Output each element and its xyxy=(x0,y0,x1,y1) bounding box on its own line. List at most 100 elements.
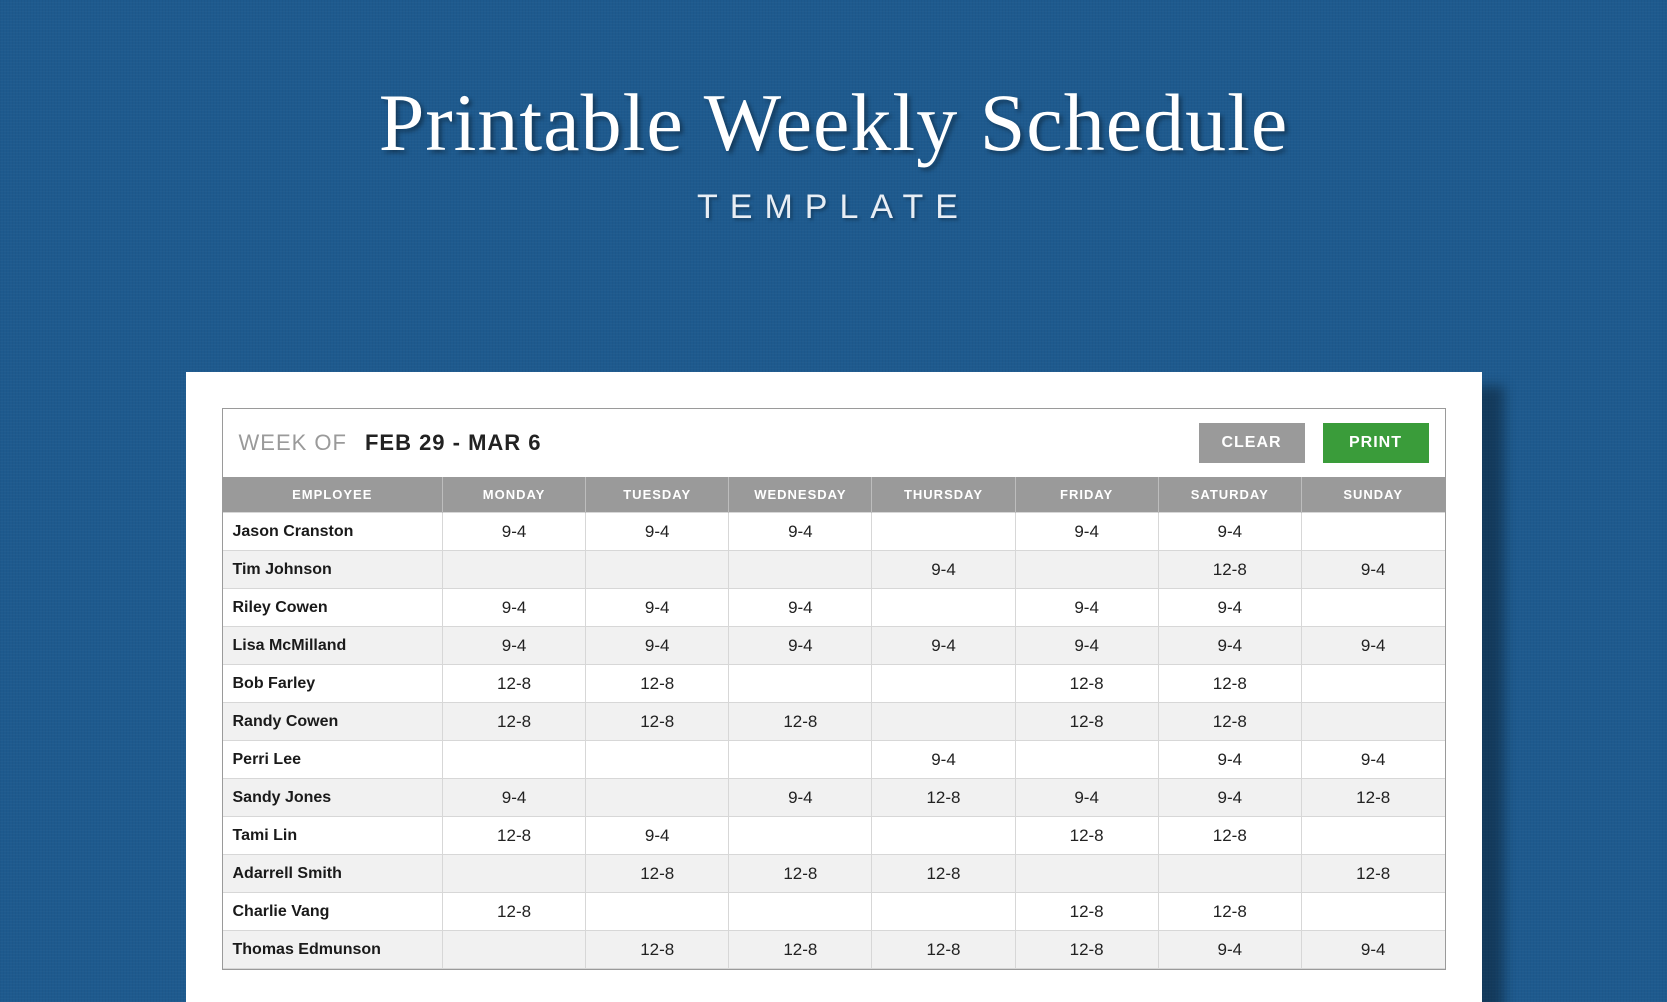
shift-cell xyxy=(1301,589,1444,627)
shift-cell xyxy=(872,665,1015,703)
table-row: Perri Lee9-49-49-4 xyxy=(223,741,1445,779)
col-wednesday: WEDNESDAY xyxy=(729,477,872,513)
shift-cell: 9-4 xyxy=(1301,931,1444,969)
table-row: Thomas Edmunson12-812-812-812-89-49-4 xyxy=(223,931,1445,969)
shift-cell: 12-8 xyxy=(1158,703,1301,741)
shift-cell xyxy=(443,855,586,893)
col-sunday: SUNDAY xyxy=(1301,477,1444,513)
employee-name: Randy Cowen xyxy=(223,703,443,741)
shift-cell: 12-8 xyxy=(872,855,1015,893)
table-row: Tim Johnson9-412-89-4 xyxy=(223,551,1445,589)
shift-cell xyxy=(729,665,872,703)
shift-cell: 9-4 xyxy=(729,779,872,817)
employee-name: Thomas Edmunson xyxy=(223,931,443,969)
shift-cell: 9-4 xyxy=(586,589,729,627)
shift-cell: 12-8 xyxy=(729,931,872,969)
print-button[interactable]: PRINT xyxy=(1323,423,1429,463)
col-thursday: THURSDAY xyxy=(872,477,1015,513)
shift-cell: 9-4 xyxy=(1301,551,1444,589)
table-row: Charlie Vang12-812-812-8 xyxy=(223,893,1445,931)
employee-name: Bob Farley xyxy=(223,665,443,703)
shift-cell: 9-4 xyxy=(443,627,586,665)
table-header-row: EMPLOYEE MONDAY TUESDAY WEDNESDAY THURSD… xyxy=(223,477,1445,513)
col-tuesday: TUESDAY xyxy=(586,477,729,513)
week-range: FEB 29 - MAR 6 xyxy=(365,430,542,456)
table-body: Jason Cranston9-49-49-49-49-4Tim Johnson… xyxy=(223,513,1445,969)
employee-name: Sandy Jones xyxy=(223,779,443,817)
shift-cell: 12-8 xyxy=(1015,893,1158,931)
shift-cell xyxy=(586,779,729,817)
shift-cell: 12-8 xyxy=(872,779,1015,817)
shift-cell xyxy=(586,551,729,589)
table-header: EMPLOYEE MONDAY TUESDAY WEDNESDAY THURSD… xyxy=(223,477,1445,513)
shift-cell xyxy=(1015,741,1158,779)
shift-cell: 9-4 xyxy=(729,513,872,551)
shift-cell: 12-8 xyxy=(729,855,872,893)
shift-cell: 9-4 xyxy=(586,627,729,665)
col-saturday: SATURDAY xyxy=(1158,477,1301,513)
table-row: Riley Cowen9-49-49-49-49-4 xyxy=(223,589,1445,627)
shift-cell: 9-4 xyxy=(443,779,586,817)
shift-cell: 9-4 xyxy=(729,589,872,627)
shift-cell: 9-4 xyxy=(729,627,872,665)
shift-cell xyxy=(872,817,1015,855)
shift-cell xyxy=(1158,855,1301,893)
shift-cell xyxy=(872,589,1015,627)
shift-cell: 12-8 xyxy=(1015,665,1158,703)
sheet-container: WEEK OF FEB 29 - MAR 6 CLEAR PRINT EMPLO… xyxy=(186,372,1482,1002)
shift-cell: 12-8 xyxy=(586,703,729,741)
hero-banner: Printable Weekly Schedule TEMPLATE xyxy=(0,0,1667,227)
shift-cell: 9-4 xyxy=(586,513,729,551)
shift-cell xyxy=(872,703,1015,741)
shift-cell xyxy=(443,931,586,969)
table-row: Randy Cowen12-812-812-812-812-8 xyxy=(223,703,1445,741)
table-row: Jason Cranston9-49-49-49-49-4 xyxy=(223,513,1445,551)
shift-cell: 12-8 xyxy=(1015,931,1158,969)
shift-cell: 9-4 xyxy=(1015,589,1158,627)
hero-title: Printable Weekly Schedule xyxy=(0,76,1667,170)
shift-cell: 9-4 xyxy=(872,627,1015,665)
shift-cell: 9-4 xyxy=(1015,513,1158,551)
employee-name: Charlie Vang xyxy=(223,893,443,931)
shift-cell: 9-4 xyxy=(1158,589,1301,627)
col-friday: FRIDAY xyxy=(1015,477,1158,513)
shift-cell: 9-4 xyxy=(1015,627,1158,665)
shift-cell: 12-8 xyxy=(443,817,586,855)
schedule-table: EMPLOYEE MONDAY TUESDAY WEDNESDAY THURSD… xyxy=(223,477,1445,969)
shift-cell: 12-8 xyxy=(1301,855,1444,893)
shift-cell xyxy=(729,741,872,779)
shift-cell xyxy=(729,551,872,589)
panel-header: WEEK OF FEB 29 - MAR 6 CLEAR PRINT xyxy=(223,409,1445,477)
shift-cell xyxy=(586,893,729,931)
employee-name: Tami Lin xyxy=(223,817,443,855)
shift-cell xyxy=(729,893,872,931)
shift-cell xyxy=(872,513,1015,551)
shift-cell: 9-4 xyxy=(443,513,586,551)
shift-cell: 9-4 xyxy=(872,741,1015,779)
shift-cell: 12-8 xyxy=(443,893,586,931)
shift-cell: 12-8 xyxy=(586,931,729,969)
shift-cell: 9-4 xyxy=(1015,779,1158,817)
shift-cell xyxy=(443,551,586,589)
table-row: Bob Farley12-812-812-812-8 xyxy=(223,665,1445,703)
shift-cell: 12-8 xyxy=(1158,893,1301,931)
shift-cell xyxy=(1301,817,1444,855)
clear-button[interactable]: CLEAR xyxy=(1199,423,1305,463)
shift-cell xyxy=(872,893,1015,931)
table-row: Tami Lin12-89-412-812-8 xyxy=(223,817,1445,855)
shift-cell xyxy=(1301,893,1444,931)
employee-name: Jason Cranston xyxy=(223,513,443,551)
col-employee: EMPLOYEE xyxy=(223,477,443,513)
shift-cell: 12-8 xyxy=(443,665,586,703)
shift-cell: 12-8 xyxy=(443,703,586,741)
shift-cell: 9-4 xyxy=(1158,779,1301,817)
shift-cell xyxy=(443,741,586,779)
shift-cell: 12-8 xyxy=(1158,665,1301,703)
employee-name: Adarrell Smith xyxy=(223,855,443,893)
shift-cell: 9-4 xyxy=(1158,741,1301,779)
shift-cell xyxy=(729,817,872,855)
shift-cell xyxy=(1015,855,1158,893)
shift-cell: 12-8 xyxy=(1301,779,1444,817)
table-row: Lisa McMilland9-49-49-49-49-49-49-4 xyxy=(223,627,1445,665)
shift-cell: 9-4 xyxy=(872,551,1015,589)
